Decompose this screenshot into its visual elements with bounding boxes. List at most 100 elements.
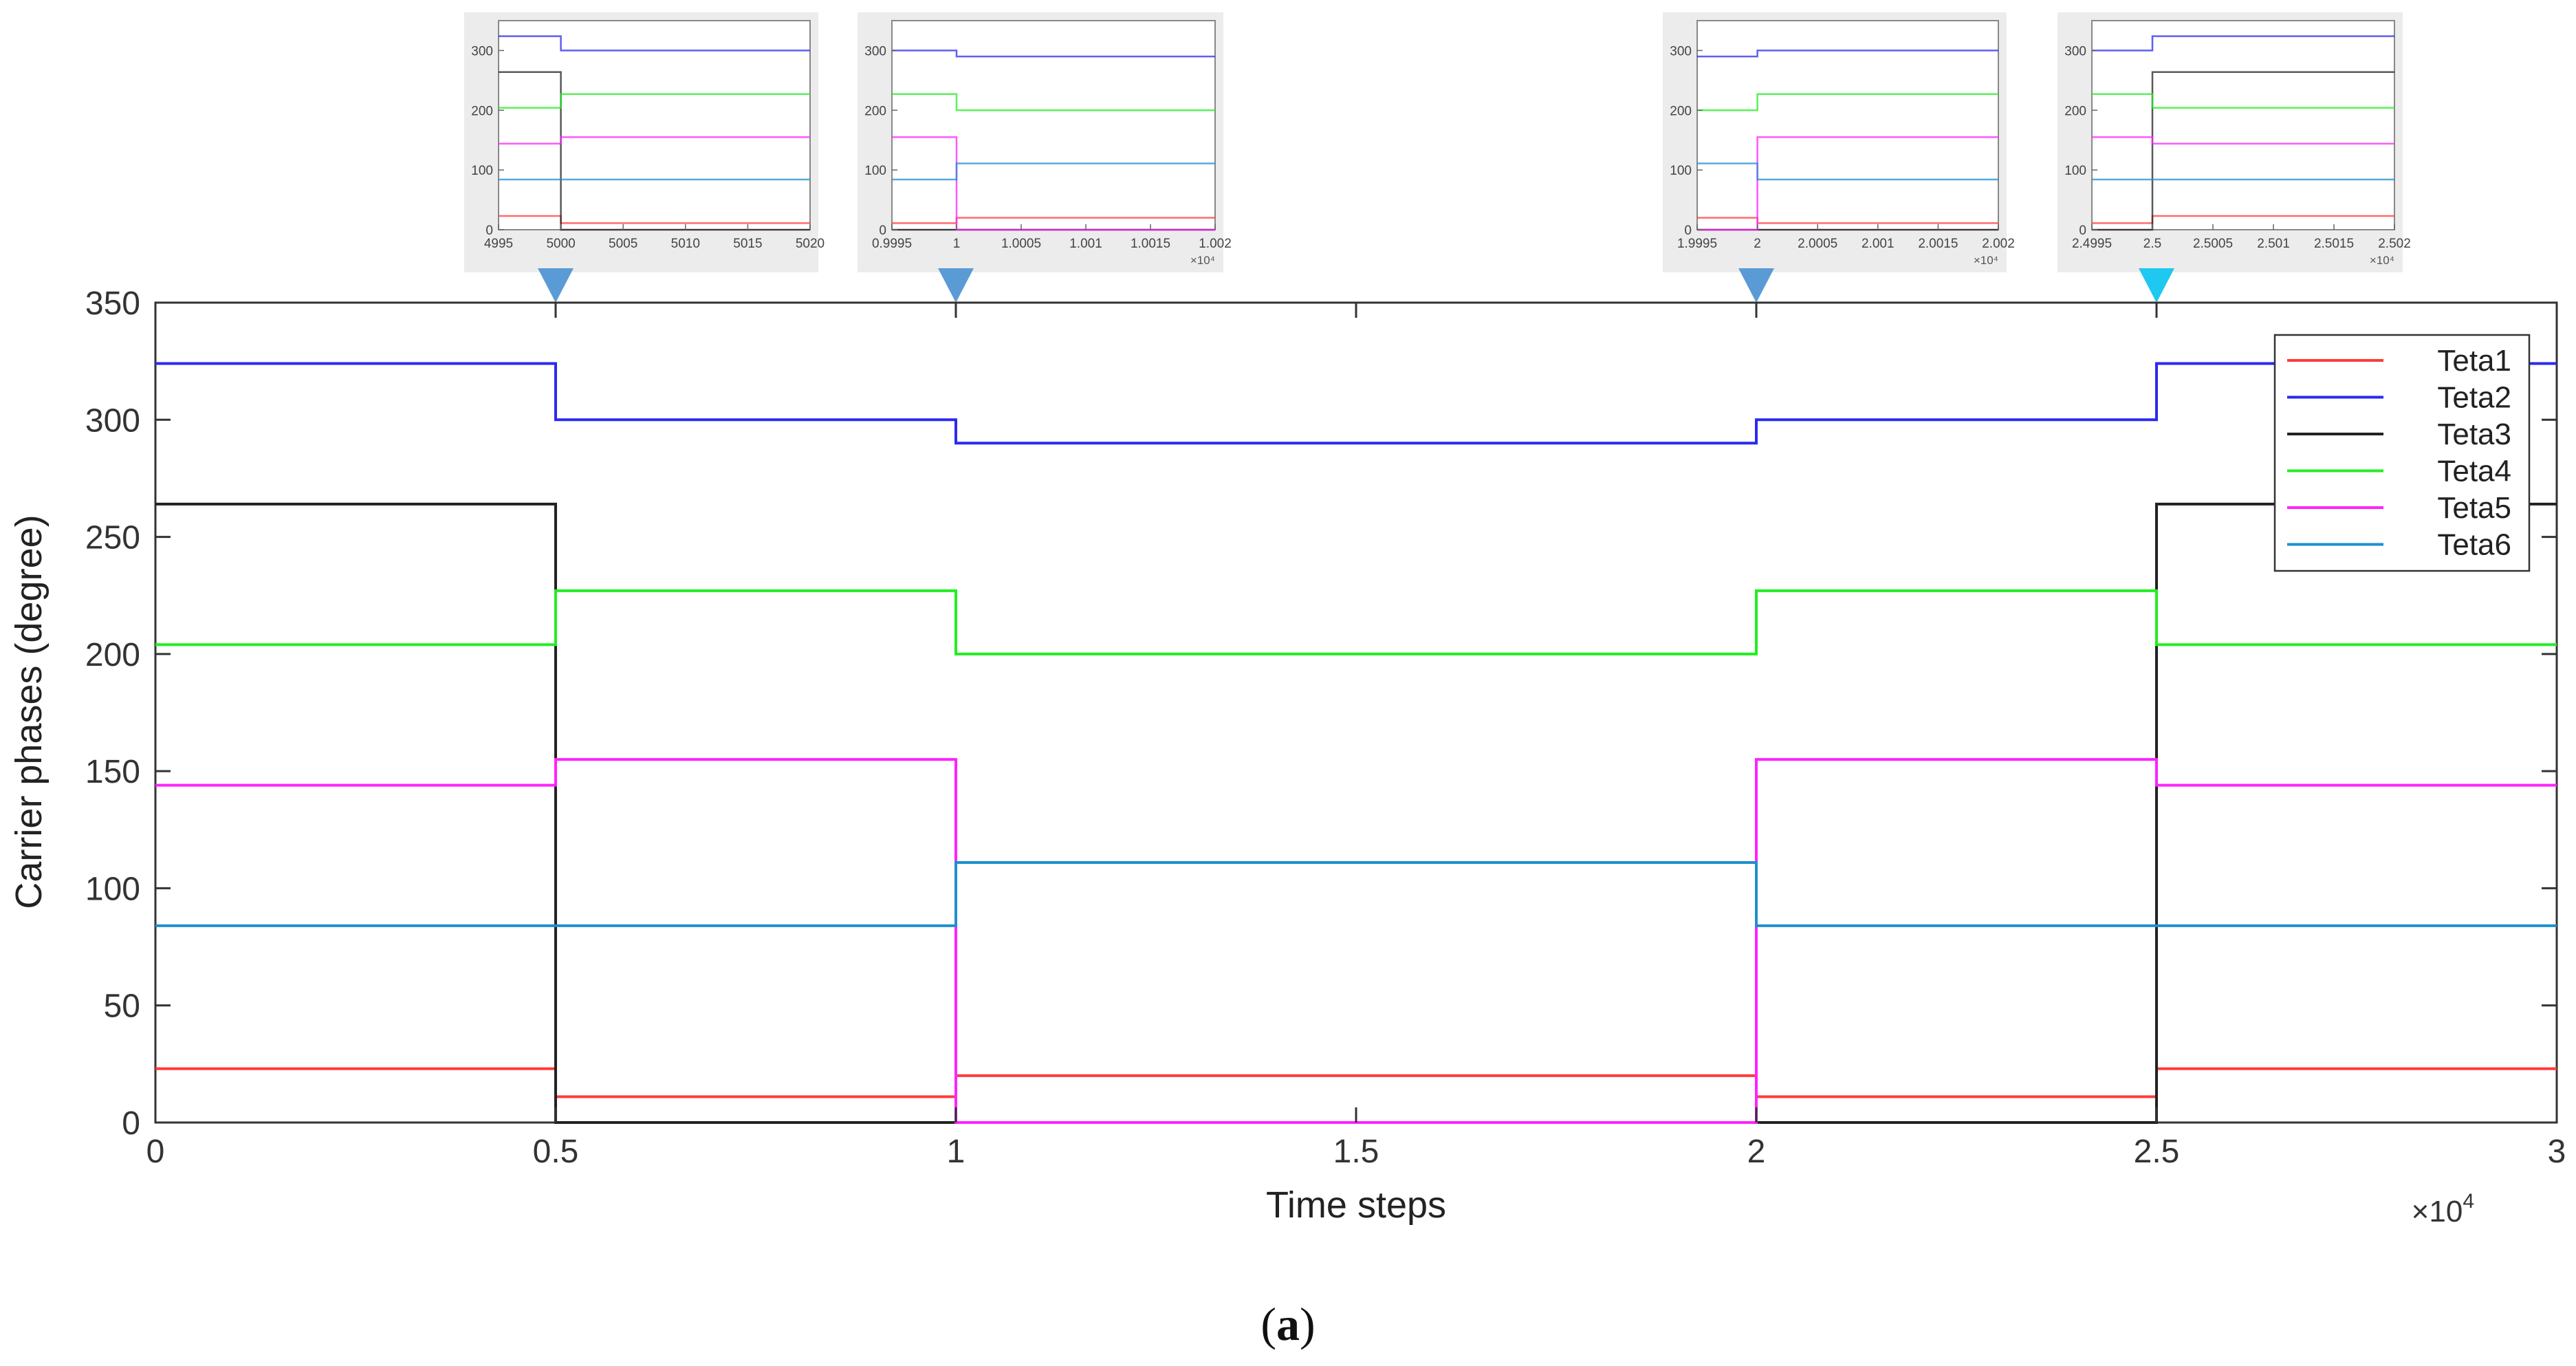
y-tick-label: 300 xyxy=(85,402,140,439)
inset-x-tick-label: 2.5 xyxy=(2143,237,2161,251)
y-tick-label: 100 xyxy=(85,871,140,907)
inset-axes xyxy=(891,20,1216,230)
series-line-teta4 xyxy=(155,589,2557,655)
inset-y-tick-label: 200 xyxy=(864,104,886,118)
x-tick-label: 0.5 xyxy=(533,1134,579,1170)
inset-x-tick-label: 2.0005 xyxy=(1798,237,1837,251)
zoom-arrow-zoom-5000 xyxy=(538,268,574,303)
inset-y-tick-label: 0 xyxy=(1684,224,1692,238)
inset-x-tick-label: 2.501 xyxy=(2257,237,2290,251)
inset-y-tick-label: 200 xyxy=(2064,104,2086,118)
inset-y-tick-label: 300 xyxy=(1670,44,1692,58)
zoom-arrow-zoom-25000 xyxy=(2139,268,2174,303)
y-tick-label: 0 xyxy=(122,1105,140,1142)
inset-y-tick-label: 0 xyxy=(879,224,886,238)
x-tick-label: 1 xyxy=(947,1134,965,1170)
plot-area xyxy=(154,301,2558,1124)
legend-label: Teta4 xyxy=(2437,455,2511,488)
inset-series-teta3 xyxy=(2092,71,2394,231)
inset-x-tick-label: 1 xyxy=(953,237,961,251)
legend-label: Teta5 xyxy=(2437,491,2511,525)
inset-x-tick-label: 1.9995 xyxy=(1677,237,1717,251)
inset-series-teta4 xyxy=(2092,93,2394,109)
inset-x-exponent: ×10⁴ xyxy=(2370,254,2394,267)
inset-zoom-20000: 1.9995 2 2.0005 2.001 2.0015 2.002 0 100 200 300 ×… xyxy=(1663,12,2015,272)
zoom-insets: 4995 5000 5005 5010 5015 502001002003000.9995… xyxy=(464,12,2411,272)
inset-x-tick-label: 5015 xyxy=(733,237,762,251)
inset-series-teta4 xyxy=(892,93,1215,111)
x-exponent-label: ×104 xyxy=(2412,1190,2474,1228)
legend-label: Teta3 xyxy=(2437,418,2511,451)
inset-y-tick-label: 300 xyxy=(864,44,886,58)
inset-x-tick-label: 2.5015 xyxy=(2314,237,2354,251)
inset-y-tick-label: 0 xyxy=(485,224,493,238)
inset-x-tick-label: 5020 xyxy=(796,237,825,251)
inset-y-tick-label: 100 xyxy=(864,164,886,178)
series-line-teta6 xyxy=(155,861,2557,927)
inset-x-tick-label: 2.5005 xyxy=(2193,237,2233,251)
y-tick-label: 350 xyxy=(85,285,140,322)
inset-y-tick-label: 100 xyxy=(1670,164,1692,178)
inset-x-tick-label: 0.9995 xyxy=(872,237,912,251)
x-tick-label: 3 xyxy=(2548,1134,2566,1170)
inset-x-tick-label: 5010 xyxy=(671,237,700,251)
x-tick-label: 2.5 xyxy=(2134,1134,2180,1170)
inset-x-tick-label: 2.4995 xyxy=(2072,237,2112,251)
inset-y-tick-label: 200 xyxy=(471,104,493,118)
inset-x-tick-label: 5000 xyxy=(546,237,575,251)
x-axis-label: Time steps xyxy=(1266,1184,1446,1226)
inset-y-tick-label: 100 xyxy=(2064,164,2086,178)
inset-series-teta6 xyxy=(892,162,1215,181)
x-tick-label: 2 xyxy=(1747,1134,1766,1170)
inset-y-tick-label: 0 xyxy=(2079,224,2086,238)
inset-series-teta4 xyxy=(1697,93,1998,111)
zoom-arrow-zoom-20000 xyxy=(1738,268,1774,303)
inset-x-tick-label: 2.502 xyxy=(2378,237,2411,251)
legend-label: Teta1 xyxy=(2437,344,2511,378)
axes: 0 0.5 1 1.5 2 2.5 3 0 50 100 150 200 250 300 350 xyxy=(85,285,2566,1170)
inset-x-tick-label: 4995 xyxy=(484,237,513,251)
y-tick-label: 250 xyxy=(85,520,140,556)
legend-box xyxy=(2273,334,2531,572)
inset-x-tick-label: 1.001 xyxy=(1069,237,1102,251)
inset-axes xyxy=(498,20,811,230)
inset-series-teta5 xyxy=(1697,136,1998,231)
y-tick-label: 200 xyxy=(85,637,140,673)
inset-x-tick-label: 2.0015 xyxy=(1918,237,1958,251)
y-tick-label: 50 xyxy=(104,988,140,1025)
inset-axes xyxy=(1696,20,1999,230)
y-axis-label: Carrier phases (degree) xyxy=(8,514,50,909)
caption-letter: a xyxy=(1276,1298,1300,1350)
inset-x-tick-label: 1.0005 xyxy=(1001,237,1041,251)
x-exponent-base: ×10 xyxy=(2412,1195,2463,1228)
inset-series-teta2 xyxy=(2092,35,2394,52)
inset-series-teta6 xyxy=(1697,162,1998,181)
inset-x-tick-label: 1.002 xyxy=(1199,237,1232,251)
y-tick-label: 150 xyxy=(85,754,140,790)
inset-zoom-25000: 2.4995 2.5 2.5005 2.501 2.5015 2.502 0 100 200 30… xyxy=(2057,12,2411,272)
inset-x-tick-label: 2 xyxy=(1754,237,1761,251)
inset-y-tick-label: 100 xyxy=(471,164,493,178)
zoom-arrows xyxy=(538,268,2174,303)
inset-x-tick-label: 5005 xyxy=(609,237,637,251)
inset-series-teta4 xyxy=(499,93,810,109)
x-tick-label: 0 xyxy=(146,1134,165,1170)
zoom-arrow-zoom-10000 xyxy=(938,268,974,303)
series-line-teta2 xyxy=(155,362,2557,445)
legend-label: Teta6 xyxy=(2437,528,2511,562)
inset-zoom-5000: 4995 5000 5005 5010 5015 5020 0 100 200 300 xyxy=(464,12,825,272)
x-tick-label: 1.5 xyxy=(1333,1134,1379,1170)
inset-series-teta2 xyxy=(892,50,1215,58)
legend-label: Teta2 xyxy=(2437,381,2511,415)
inset-x-tick-label: 2.002 xyxy=(1982,237,2015,251)
inset-x-tick-label: 2.001 xyxy=(1862,237,1895,251)
inset-x-tick-label: 1.0015 xyxy=(1131,237,1170,251)
inset-series-teta5 xyxy=(499,136,810,145)
inset-x-exponent: ×10⁴ xyxy=(1190,254,1215,267)
inset-x-exponent: ×10⁴ xyxy=(1974,254,1998,267)
inset-series-teta2 xyxy=(499,35,810,52)
inset-series-teta2 xyxy=(1697,50,1998,58)
x-exponent-power: 4 xyxy=(2463,1190,2474,1213)
